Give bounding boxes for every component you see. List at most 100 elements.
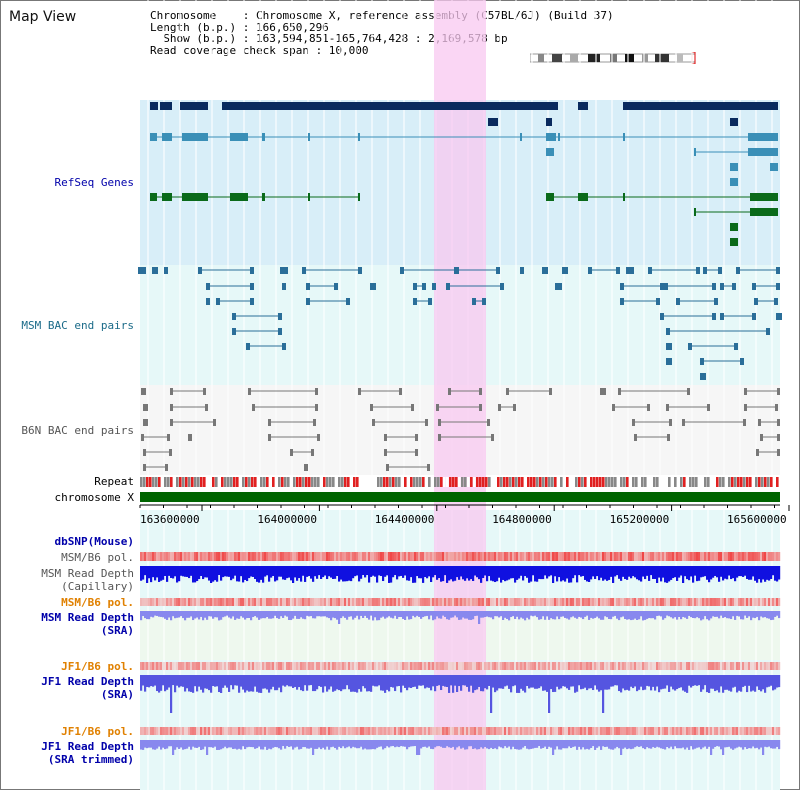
depth-bar — [280, 566, 283, 577]
msm-depth-sra-plot[interactable] — [140, 611, 781, 624]
depth-bar — [392, 740, 395, 747]
bac-end — [732, 283, 736, 290]
depth-bar — [694, 611, 697, 619]
bac-end — [702, 373, 706, 380]
heat-cell — [662, 727, 665, 735]
heat-cell — [576, 598, 579, 606]
depth-bar — [522, 675, 525, 691]
depth-bar — [524, 675, 527, 693]
depth-bar — [426, 675, 429, 688]
msm-depth-capillary-plot[interactable] — [140, 566, 781, 583]
jf1-depth-sra-line2: (SRA) — [100, 688, 134, 701]
heat-cell — [244, 552, 247, 561]
heat-cell — [640, 662, 643, 670]
heat-cell — [162, 662, 165, 670]
heat-cell — [416, 727, 419, 735]
repeat-track[interactable] — [140, 477, 782, 487]
heat-cell — [388, 598, 391, 606]
chromosome-bar[interactable] — [140, 492, 780, 502]
heat-cell — [680, 662, 683, 670]
depth-bar — [332, 740, 335, 747]
label-dbsnp[interactable]: dbSNP(Mouse) — [54, 535, 134, 548]
jf1-b6-pol-heatmap-2[interactable] — [140, 727, 781, 735]
heat-cell — [348, 552, 351, 561]
heat-cell — [200, 727, 203, 735]
depth-bar — [366, 740, 369, 750]
msm-b6-pol-heatmap-1[interactable] — [140, 552, 781, 561]
label-b6n-bac-end-pairs[interactable]: B6N BAC end pairs — [21, 424, 134, 437]
msm-b6-pol-heatmap-2[interactable] — [140, 598, 781, 606]
heat-cell — [694, 552, 697, 561]
depth-bar — [542, 740, 545, 748]
depth-bar — [708, 740, 711, 747]
depth-bar — [636, 566, 639, 580]
depth-bar — [354, 740, 357, 748]
heat-cell — [508, 598, 511, 606]
depth-bar — [188, 611, 191, 618]
bac-end — [703, 267, 707, 274]
label-refseq-genes[interactable]: RefSeq Genes — [54, 176, 134, 189]
heat-cell — [416, 598, 419, 606]
depth-bar — [714, 611, 717, 617]
gene-exon — [546, 193, 554, 201]
depth-bar — [302, 566, 305, 576]
heat-cell — [156, 598, 159, 606]
bac-end — [206, 298, 210, 305]
heat-cell — [220, 662, 223, 670]
depth-bar — [498, 566, 501, 578]
depth-bar — [438, 675, 441, 686]
depth-bar — [198, 611, 201, 620]
bac-end — [141, 388, 144, 395]
heat-cell — [304, 662, 307, 670]
refseq-genes-track[interactable] — [150, 102, 778, 246]
heat-cell — [506, 598, 509, 606]
depth-bar — [250, 611, 253, 621]
depth-bar — [434, 566, 437, 576]
heat-cell — [208, 727, 211, 735]
b6n-bac-track[interactable] — [141, 388, 780, 471]
heat-cell — [662, 598, 665, 606]
heat-cell — [738, 598, 741, 606]
heat-cell — [156, 662, 159, 670]
jf1-depth-sra-plot[interactable] — [140, 675, 781, 713]
depth-bar — [242, 740, 245, 747]
depth-bar — [190, 740, 193, 750]
label-msm-bac-end-pairs[interactable]: MSM BAC end pairs — [21, 319, 134, 332]
position-axis: 163600000 164000000 164400000 164800000 1652… — [139, 504, 790, 526]
heat-cell — [494, 552, 497, 561]
jf1-b6-pol-heatmap-1[interactable] — [140, 662, 781, 670]
jf1-depth-trimmed-plot[interactable] — [140, 740, 781, 755]
highlight-region[interactable] — [434, 0, 486, 790]
depth-bar — [552, 611, 555, 620]
depth-bar — [316, 675, 319, 690]
depth-bar — [414, 566, 417, 583]
heat-cell — [400, 552, 403, 561]
msm-bac-track[interactable] — [138, 267, 782, 380]
repeat-block — [635, 477, 638, 487]
bac-end — [777, 434, 780, 441]
heat-cell — [428, 662, 431, 670]
heat-cell — [238, 727, 241, 735]
heat-cell — [450, 598, 453, 606]
bac-end — [203, 388, 206, 395]
heat-cell — [524, 727, 527, 735]
depth-bar — [374, 566, 377, 577]
depth-bar — [590, 611, 593, 618]
gene-exon — [750, 193, 778, 201]
repeat-block — [620, 477, 623, 487]
depth-bar — [444, 740, 447, 748]
depth-bar — [170, 566, 173, 578]
heat-cell — [494, 662, 497, 670]
depth-bar — [558, 611, 561, 620]
depth-bar — [432, 611, 435, 621]
depth-bar — [194, 566, 197, 583]
depth-bar — [466, 675, 469, 687]
depth-bar — [616, 611, 619, 619]
repeat-block — [773, 477, 776, 487]
heat-cell — [438, 552, 441, 561]
bac-end — [250, 267, 254, 274]
bac-end — [415, 449, 418, 456]
heat-cell — [542, 552, 545, 561]
depth-bar — [316, 611, 319, 617]
